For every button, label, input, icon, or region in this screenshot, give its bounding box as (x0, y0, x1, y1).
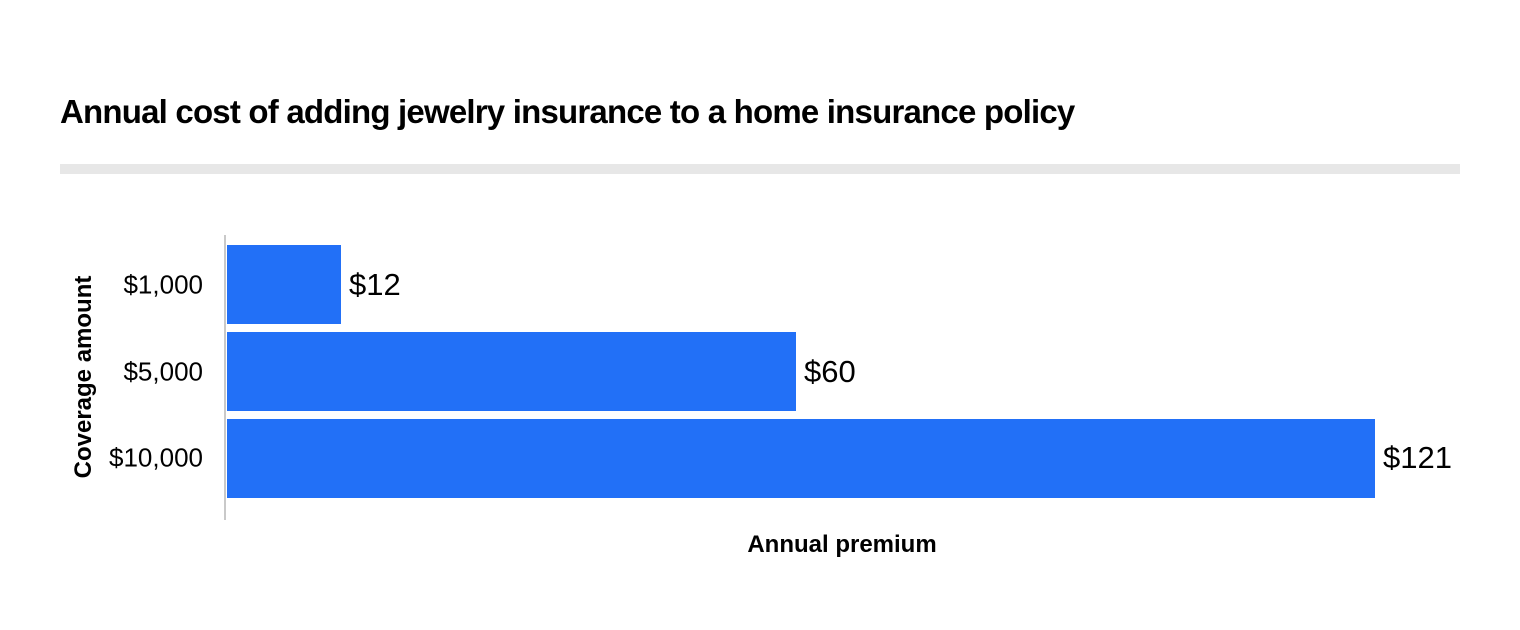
y-axis-line (224, 235, 226, 520)
x-axis-title: Annual premium (747, 531, 937, 558)
title-divider (60, 164, 1460, 174)
y-tick-label-1000: $1,000 (123, 269, 203, 300)
y-tick-label-5000: $5,000 (123, 356, 203, 387)
y-tick-label-10000: $10,000 (109, 442, 203, 473)
bar-5000 (227, 332, 796, 411)
value-label-1000: $12 (349, 267, 401, 302)
value-label-5000: $60 (804, 354, 856, 389)
chart-title: Annual cost of adding jewelry insurance … (60, 93, 1075, 130)
bar-1000 (227, 245, 341, 324)
value-label-10000: $121 (1383, 440, 1452, 475)
bar-10000 (227, 419, 1375, 498)
